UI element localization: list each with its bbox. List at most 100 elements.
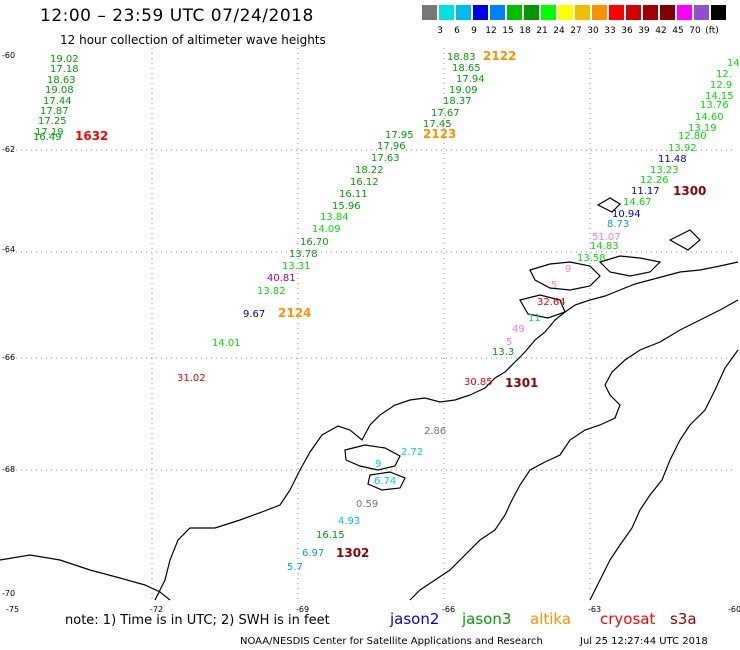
island-3 [529,261,601,291]
wave-height-label: 13.82 [257,286,286,297]
island-6 [668,229,701,251]
wave-height-label: 19.09 [449,85,478,96]
wave-height-label: 13.23 [650,165,679,176]
scale-swatch [677,5,692,20]
wave-height-label: 16.12 [350,177,379,188]
wave-height-label: 13.92 [668,143,697,154]
wave-height-labels: 19.0217.1818.6319.0817.4417.8717.2517.19… [33,49,740,573]
wave-height-label: 5 [506,337,512,348]
wave-height-label: 17.18 [50,64,79,75]
coastline [0,197,739,601]
scale-label: 27 [570,26,582,36]
scale-label: 39 [638,26,650,36]
scale-label: 3 [437,26,443,36]
wave-height-label: 4.93 [338,516,360,527]
wave-height-label: 8.73 [607,219,629,230]
wave-height-label: 17.67 [431,108,460,119]
wave-height-label: 11.48 [658,154,687,165]
wave-height-label: 12.9 [710,80,732,91]
satellite-cryosat: cryosat [600,610,656,628]
pass-time-label: 1300 [673,184,706,198]
generation-timestamp: Jul 25 12:27:44 UTC 2018 [580,636,708,647]
wave-height-label: 13.31 [282,261,311,272]
scale-swatch [439,5,454,20]
scale-label: 21 [536,26,548,36]
wave-height-label: 17.94 [456,74,485,85]
wave-height-label: 18.83 [447,52,476,63]
lat-tick-label: -64 [2,245,15,254]
wave-height-label: 17.19 [35,127,64,138]
legend: note: 1) Time is in UTC; 2) SWH is in fe… [0,610,740,632]
map-subtitle: 12 hour collection of altimeter wave hei… [60,33,326,47]
wave-height-label: 14.60 [695,112,724,123]
legend-note: note: 1) Time is in UTC; 2) SWH is in fe… [65,613,330,628]
wave-height-label: 13.84 [320,212,349,223]
wave-height-label: 19.08 [45,85,74,96]
lon-tick-label: -60 [728,605,740,614]
scale-swatch [456,5,471,20]
wave-height-label: 9 [375,459,381,470]
island-4 [519,294,566,319]
scale-swatch [524,5,539,20]
satellite-jason3: jason3 [462,610,512,628]
pass-time-label: 1632 [75,129,108,143]
wave-height-label: 16.11 [339,189,368,200]
wave-height-label: 17.87 [40,106,69,117]
lon-tick-label: -69 [296,605,309,614]
wave-height-label: 2.72 [401,447,423,458]
wave-height-label: 30.85 [464,377,493,388]
island-7 [596,197,621,213]
wave-height-label: 6.74 [374,476,396,487]
scale-swatch [422,5,437,20]
wave-height-label: 17.25 [38,116,67,127]
wave-height-label: 12.80 [678,131,707,142]
scale-label: 24 [553,26,565,36]
scale-label: 6 [454,26,460,36]
wave-height-label: 14.83 [590,241,619,252]
coastline-south [0,554,171,601]
wave-height-label: 32.64 [537,297,566,308]
scale-swatch [711,5,726,20]
lat-tick-label: -66 [2,353,15,362]
wave-height-label: 13.78 [289,249,318,260]
island-5 [598,255,662,277]
lon-tick-label: -63 [588,605,601,614]
scale-swatch [592,5,607,20]
wave-height-label: 18.22 [355,165,384,176]
wave-height-label: 9 [565,264,571,275]
scale-label: 42 [655,26,667,36]
wave-height-label: 11.17 [631,186,660,197]
lat-tick-label: -62 [2,145,15,154]
coastline-east [589,349,739,601]
wave-height-label: 13.58 [577,253,606,264]
pass-time-label: 2122 [483,49,516,63]
wave-height-label: 17.45 [423,119,452,130]
scale-swatch [660,5,675,20]
scale-swatch [694,5,709,20]
wave-height-label: 13.19 [688,123,717,134]
wave-height-label: 17.96 [377,141,406,152]
wave-height-label: 40.81 [267,273,296,284]
lon-tick-label: -66 [442,605,455,614]
wave-height-label: 19.02 [50,54,79,65]
scale-swatch [626,5,641,20]
scale-swatch [643,5,658,20]
scale-label: 33 [604,26,616,36]
wave-height-label: 17.63 [371,153,400,164]
scale-label: 36 [621,26,633,36]
wave-height-label: 13.3 [492,347,514,358]
wave-height-label: 16.70 [300,237,329,248]
lat-tick-label: -70 [2,589,15,598]
wave-height-label: 12.26 [640,175,669,186]
lon-tick-label: -75 [6,605,19,614]
scale-label: 18 [519,26,531,36]
wave-height-label: 5.7 [287,562,303,573]
wave-height-label: 14.67 [623,197,652,208]
wave-height-label: 2.86 [424,426,446,437]
wave-height-label: 13.76 [700,100,729,111]
wave-height-label: 17.44 [43,96,72,107]
coastline-peninsula [154,261,739,601]
lat-tick-label: -68 [2,465,15,474]
pass-time-label: 2124 [278,306,311,320]
